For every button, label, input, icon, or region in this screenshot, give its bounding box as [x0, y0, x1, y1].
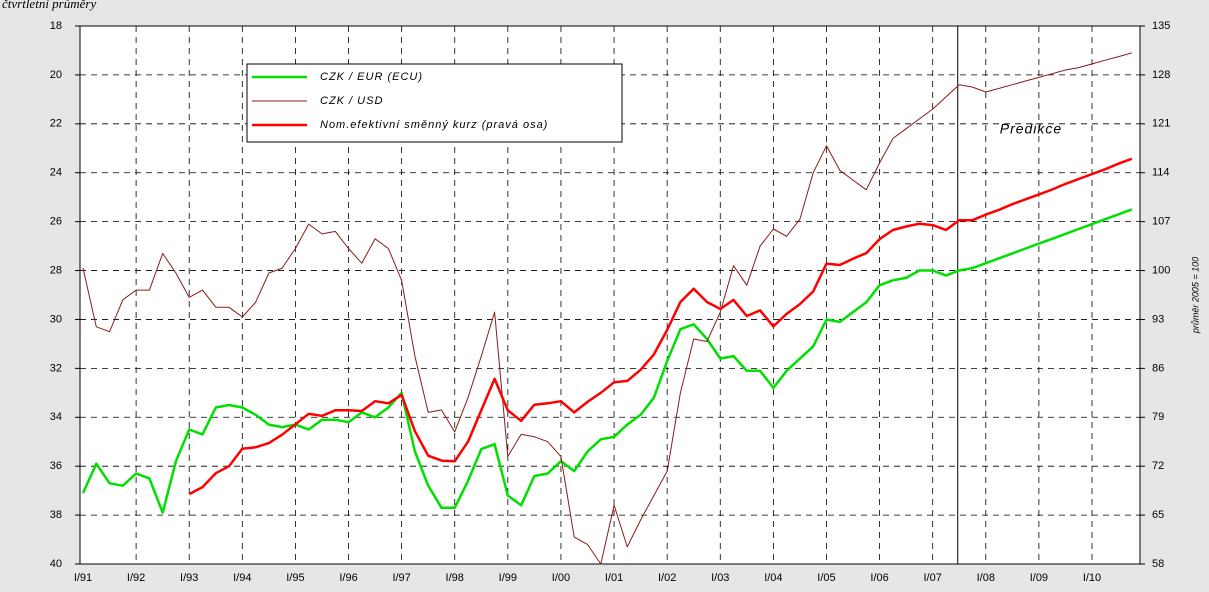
annotation: Predikce: [1000, 121, 1062, 137]
x-tick-label: I/09: [1030, 572, 1048, 584]
x-tick-label: I/05: [817, 572, 835, 584]
y2-tick-label: 93: [1152, 313, 1164, 325]
y2-tick-label: 65: [1152, 509, 1164, 521]
y2-tick-label: 107: [1152, 216, 1170, 228]
x-tick-label: I/08: [977, 572, 995, 584]
y2-tick-label: 114: [1152, 167, 1170, 179]
y-tick-label: 38: [50, 509, 62, 521]
x-tick-label: I/02: [658, 572, 676, 584]
x-tick-label: I/95: [286, 572, 304, 584]
y-tick-label: 28: [50, 264, 62, 276]
y2-tick-label: 58: [1152, 558, 1164, 570]
x-tick-label: I/03: [711, 572, 729, 584]
y2-tick-label: 79: [1152, 411, 1164, 423]
x-tick-label: I/04: [764, 572, 782, 584]
legend-label: CZK / USD: [320, 95, 383, 107]
series-line: [81, 208, 1133, 514]
x-tick-label: I/06: [870, 572, 888, 584]
y-tick-label: 32: [50, 362, 62, 374]
x-tick-label: I/94: [233, 572, 251, 584]
x-tick-label: I/96: [339, 572, 357, 584]
series-line: [82, 52, 1132, 565]
y-tick-label: 34: [50, 411, 62, 423]
x-tick-label: I/98: [446, 572, 464, 584]
x-tick-label: I/99: [499, 572, 517, 584]
y2-tick-label: 86: [1152, 362, 1164, 374]
y-tick-label: 24: [50, 167, 62, 179]
y-tick-label: 26: [50, 216, 62, 228]
y-tick-label: 18: [50, 20, 62, 32]
legend-box: [246, 63, 623, 143]
x-tick-label: I/10: [1083, 572, 1101, 584]
y2-tick-label: 135: [1152, 20, 1170, 32]
legend-label: CZK / EUR (ECU): [320, 71, 423, 83]
chart-title: čtvrtletní průměry: [2, 0, 96, 11]
x-tick-label: I/91: [74, 572, 92, 584]
x-tick-label: I/01: [605, 572, 623, 584]
y-tick-label: 20: [50, 69, 62, 81]
legend-label: Nom.efektivní směnný kurz (pravá osa): [320, 119, 548, 131]
y-tick-label: 30: [50, 313, 62, 325]
y2-axis-label: průměr 2005 = 100: [1190, 257, 1200, 334]
y2-tick-label: 128: [1152, 69, 1170, 81]
x-tick-label: I/97: [392, 572, 410, 584]
series-line: [188, 157, 1133, 496]
y2-tick-label: 72: [1152, 460, 1164, 472]
y-tick-label: 40: [50, 558, 62, 570]
y2-tick-label: 121: [1152, 118, 1170, 130]
x-tick-label: I/93: [180, 572, 198, 584]
x-tick-label: I/07: [924, 572, 942, 584]
x-tick-label: I/92: [127, 572, 145, 584]
y2-tick-label: 100: [1152, 264, 1170, 276]
y-tick-label: 36: [50, 460, 62, 472]
y-tick-label: 22: [50, 118, 62, 130]
x-tick-label: I/00: [552, 572, 570, 584]
